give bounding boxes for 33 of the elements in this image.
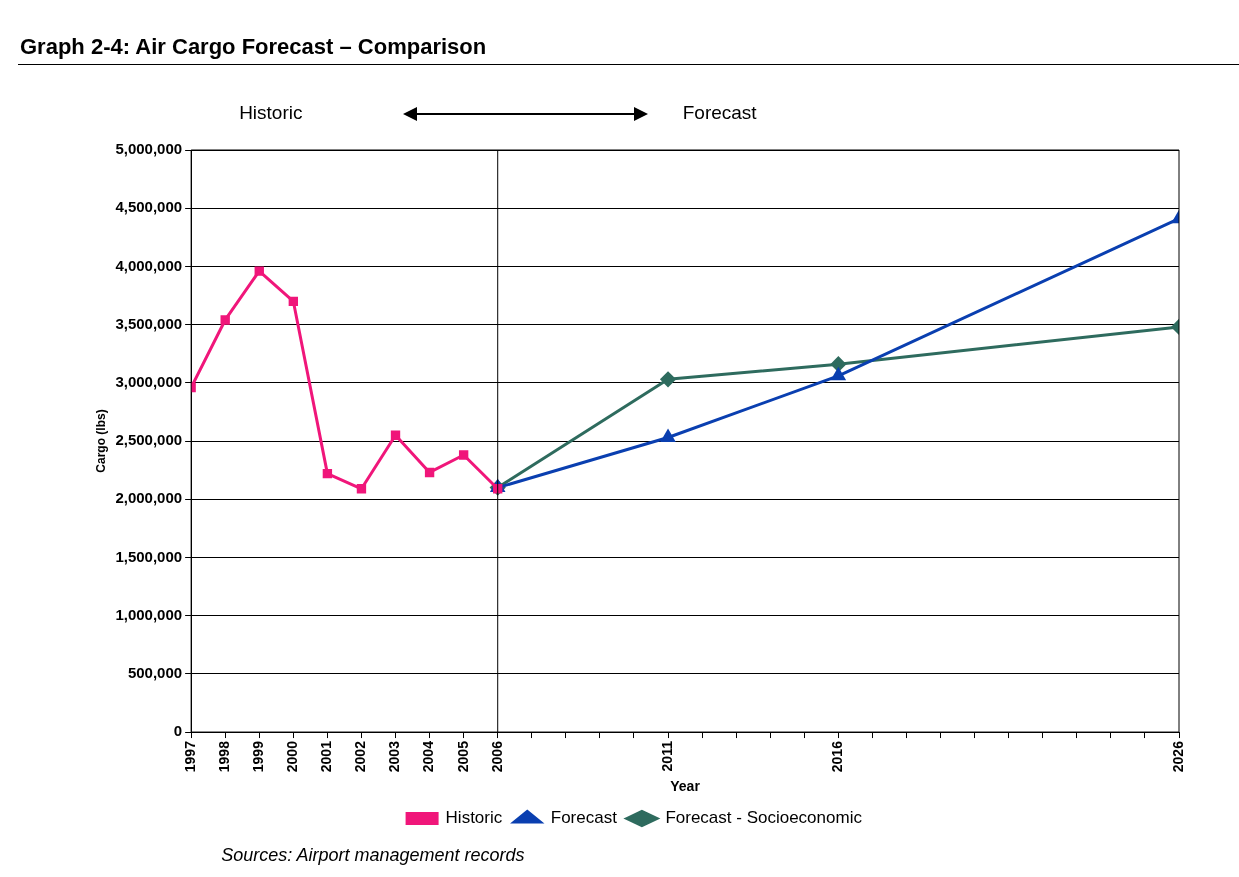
y-tick-label: 2,500,000 [115,431,183,449]
y-tick-label: 2,000,000 [115,489,183,507]
y-tick-label: 0 [173,722,183,740]
y-tick-label: 3,500,000 [115,314,183,332]
y-tick-label: 500,000 [127,663,183,681]
x-tick-label: 2006 [488,740,505,773]
x-axis-title: Year [670,778,701,795]
legend-label: Forecast - Socioeconomic [665,808,863,828]
y-tick-label: 5,000,000 [115,140,183,158]
x-tick-label: 2011 [658,740,675,772]
x-tick-label: 1998 [216,740,233,773]
x-tick-label: 2005 [454,740,471,773]
y-tick-label: 4,000,000 [115,256,183,274]
x-tick-label: 2003 [386,740,403,773]
y-tick-label: 1,500,000 [115,547,183,565]
x-tick-label: 2026 [1169,740,1186,773]
y-tick-label: 4,500,000 [115,198,183,216]
x-tick-label: 1997 [181,740,198,773]
y-axis-title: Cargo (lbs) [93,409,108,473]
x-tick-label: 2002 [352,740,369,773]
x-tick-label: 2016 [829,740,846,773]
text: Forecast [682,102,757,124]
text: Historic [239,102,303,124]
x-tick-label: 2004 [420,740,437,773]
y-tick-label: 1,000,000 [115,605,183,623]
x-tick-label: 2000 [284,740,301,773]
legend-label: Historic [445,808,503,828]
legend-label: Forecast [550,808,618,828]
x-tick-label: 2001 [318,740,335,773]
x-tick-label: 1999 [250,740,267,773]
source-note: Sources: Airport management records [221,845,525,866]
y-tick-label: 3,000,000 [115,372,183,390]
chart-title: Graph 2-4: Air Cargo Forecast – Comparison [20,34,487,60]
